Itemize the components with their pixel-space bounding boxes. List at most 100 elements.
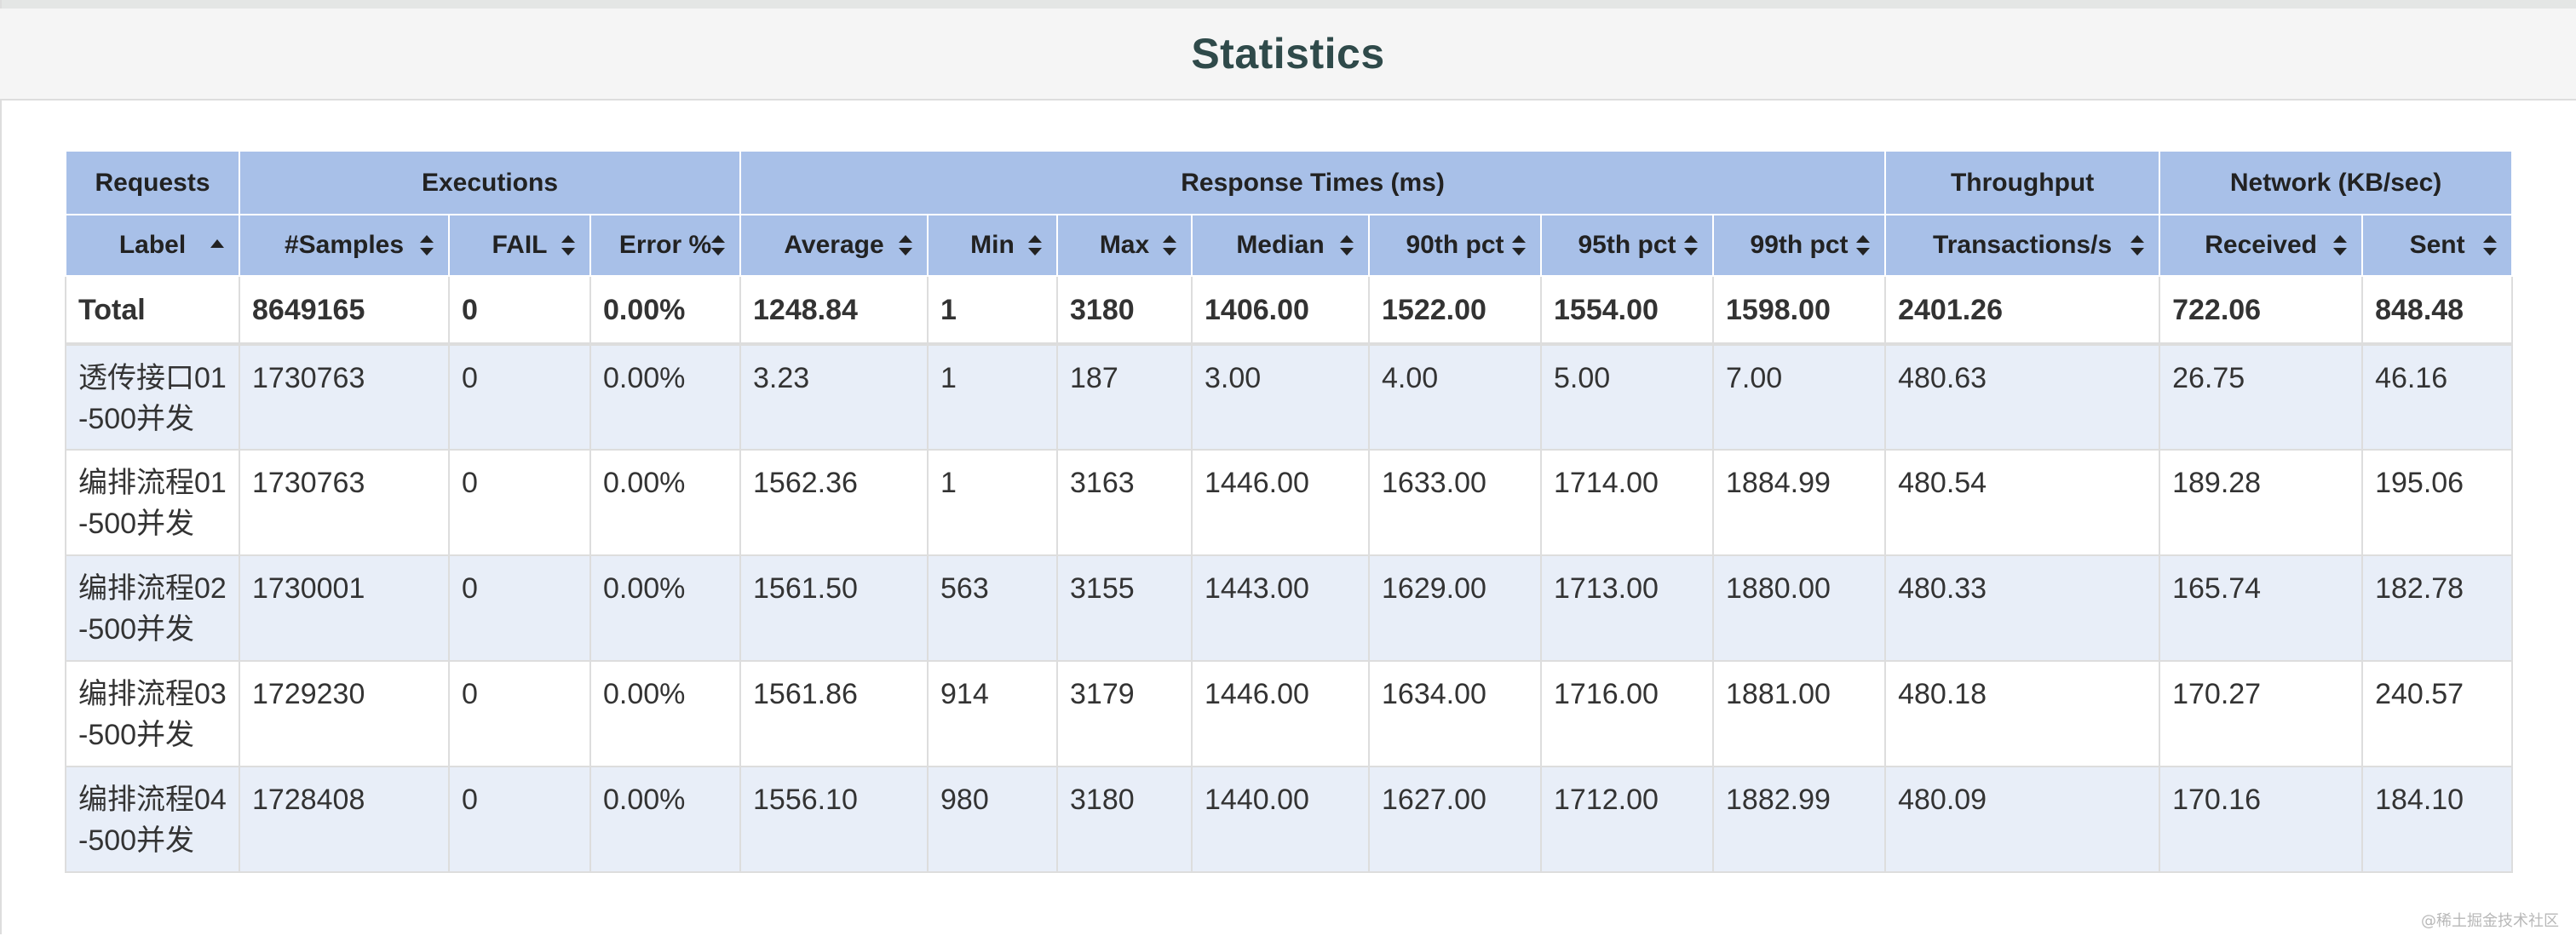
sort-both-icon[interactable] [1511, 233, 1527, 258]
sort-both-icon[interactable] [2130, 233, 2145, 258]
cell-error-pct: 0.00% [589, 449, 741, 556]
sort-both-icon[interactable] [1162, 233, 1177, 258]
sort-both-icon[interactable] [1855, 233, 1871, 258]
table-row: 编排流程02-500并发 1730001 0 0.00% 1561.50 563 3155 1… [65, 554, 2514, 662]
column-header-label: Label [118, 231, 187, 259]
sort-both-icon[interactable] [898, 233, 913, 258]
column-header-samples[interactable]: #Samples [239, 215, 450, 277]
cell-median: 1443.00 [1191, 554, 1370, 662]
total-cell-pct95: 1554.00 [1540, 275, 1714, 346]
column-header-fail[interactable]: FAIL [448, 215, 591, 277]
cell-samples: 1730763 [239, 449, 450, 556]
column-header-label: FAIL [492, 231, 548, 259]
cell-pct99: 1880.00 [1711, 554, 1887, 662]
cell-sent: 182.78 [2361, 554, 2514, 662]
cell-average: 1561.50 [739, 554, 929, 662]
column-header-pct99[interactable]: 99th pct [1711, 215, 1887, 277]
column-header-transactions[interactable]: Transactions/s [1884, 215, 2161, 277]
cell-samples: 1730001 [239, 554, 450, 662]
cell-received: 26.75 [2159, 343, 2364, 451]
total-cell-sent: 848.48 [2361, 275, 2514, 346]
cell-pct90: 1633.00 [1368, 449, 1542, 556]
column-header-pct95[interactable]: 95th pct [1540, 215, 1714, 277]
cell-min: 980 [927, 766, 1058, 873]
top-strip [0, 0, 2576, 9]
cell-sent: 195.06 [2361, 449, 2514, 556]
cell-median: 1446.00 [1191, 449, 1370, 556]
total-cell-received: 722.06 [2159, 275, 2364, 346]
column-header-label: Transactions/s [1933, 231, 2113, 259]
statistics-table-wrapper: Requests Executions Response Times (ms) … [65, 152, 2514, 873]
cell-fail: 0 [448, 660, 591, 767]
cell-max: 187 [1056, 343, 1193, 451]
cell-pct95: 1713.00 [1540, 554, 1714, 662]
cell-average: 1561.86 [739, 660, 929, 767]
column-header-row: Label #Samples FAIL Error % Average Min Max Med… [65, 215, 2514, 277]
total-cell-transactions: 2401.26 [1884, 275, 2161, 346]
sort-ascending-icon[interactable] [210, 233, 225, 258]
cell-pct90: 4.00 [1368, 343, 1542, 451]
column-header-min[interactable]: Min [927, 215, 1058, 277]
table-row: 编排流程04-500并发 1728408 0 0.00% 1556.10 980 3180 1… [65, 766, 2514, 873]
cell-max: 3155 [1056, 554, 1193, 662]
group-network: Network (KB/sec) [2159, 152, 2514, 215]
column-header-pct90[interactable]: 90th pct [1368, 215, 1542, 277]
statistics-table-body: Total 8649165 0 0.00% 1248.84 1 3180 1406.00 152… [65, 275, 2514, 873]
cell-label: 编排流程03-500并发 [65, 660, 240, 767]
cell-received: 170.16 [2159, 766, 2364, 873]
group-throughput: Throughput [1884, 152, 2161, 215]
column-header-label: 95th pct [1578, 231, 1676, 259]
column-header-error-pct[interactable]: Error % [589, 215, 741, 277]
watermark: @稀土掘金技术社区 [2421, 912, 2559, 930]
cell-median: 1440.00 [1191, 766, 1370, 873]
column-header-sent[interactable]: Sent [2361, 215, 2514, 277]
cell-max: 3179 [1056, 660, 1193, 767]
cell-min: 914 [927, 660, 1058, 767]
cell-min: 563 [927, 554, 1058, 662]
sort-both-icon[interactable] [1683, 233, 1699, 258]
total-cell-pct99: 1598.00 [1711, 275, 1887, 346]
group-response-times: Response Times (ms) [739, 152, 1887, 215]
cell-received: 170.27 [2159, 660, 2364, 767]
sort-both-icon[interactable] [561, 233, 576, 258]
column-header-average[interactable]: Average [739, 215, 929, 277]
cell-min: 1 [927, 449, 1058, 556]
total-cell-samples: 8649165 [239, 275, 450, 346]
cell-transactions: 480.63 [1884, 343, 2161, 451]
cell-pct90: 1627.00 [1368, 766, 1542, 873]
cell-pct90: 1629.00 [1368, 554, 1542, 662]
cell-error-pct: 0.00% [589, 660, 741, 767]
column-header-label: Sent [2409, 231, 2465, 259]
cell-average: 3.23 [739, 343, 929, 451]
sort-both-icon[interactable] [710, 233, 726, 258]
sort-both-icon[interactable] [419, 233, 434, 258]
statistics-table: Requests Executions Response Times (ms) … [65, 152, 2514, 873]
total-cell-median: 1406.00 [1191, 275, 1370, 346]
column-header-label: 90th pct [1406, 231, 1504, 259]
cell-fail: 0 [448, 449, 591, 556]
sort-both-icon[interactable] [2482, 233, 2498, 258]
cell-pct95: 1716.00 [1540, 660, 1714, 767]
total-cell-label: Total [65, 275, 240, 346]
cell-min: 1 [927, 343, 1058, 451]
sort-both-icon[interactable] [1027, 233, 1043, 258]
cell-sent: 46.16 [2361, 343, 2514, 451]
sort-both-icon[interactable] [2332, 233, 2348, 258]
cell-received: 189.28 [2159, 449, 2364, 556]
column-header-received[interactable]: Received [2159, 215, 2364, 277]
cell-received: 165.74 [2159, 554, 2364, 662]
cell-pct90: 1634.00 [1368, 660, 1542, 767]
cell-fail: 0 [448, 766, 591, 873]
column-header-max[interactable]: Max [1056, 215, 1193, 277]
total-cell-average: 1248.84 [739, 275, 929, 346]
sort-both-icon[interactable] [1339, 233, 1354, 258]
cell-fail: 0 [448, 554, 591, 662]
cell-pct95: 5.00 [1540, 343, 1714, 451]
cell-pct99: 1884.99 [1711, 449, 1887, 556]
total-cell-pct90: 1522.00 [1368, 275, 1542, 346]
column-header-median[interactable]: Median [1191, 215, 1370, 277]
column-header-label[interactable]: Label [65, 215, 240, 277]
cell-samples: 1728408 [239, 766, 450, 873]
table-row: 透传接口01-500并发 1730763 0 0.00% 3.23 1 187 3.00 4.0… [65, 343, 2514, 451]
